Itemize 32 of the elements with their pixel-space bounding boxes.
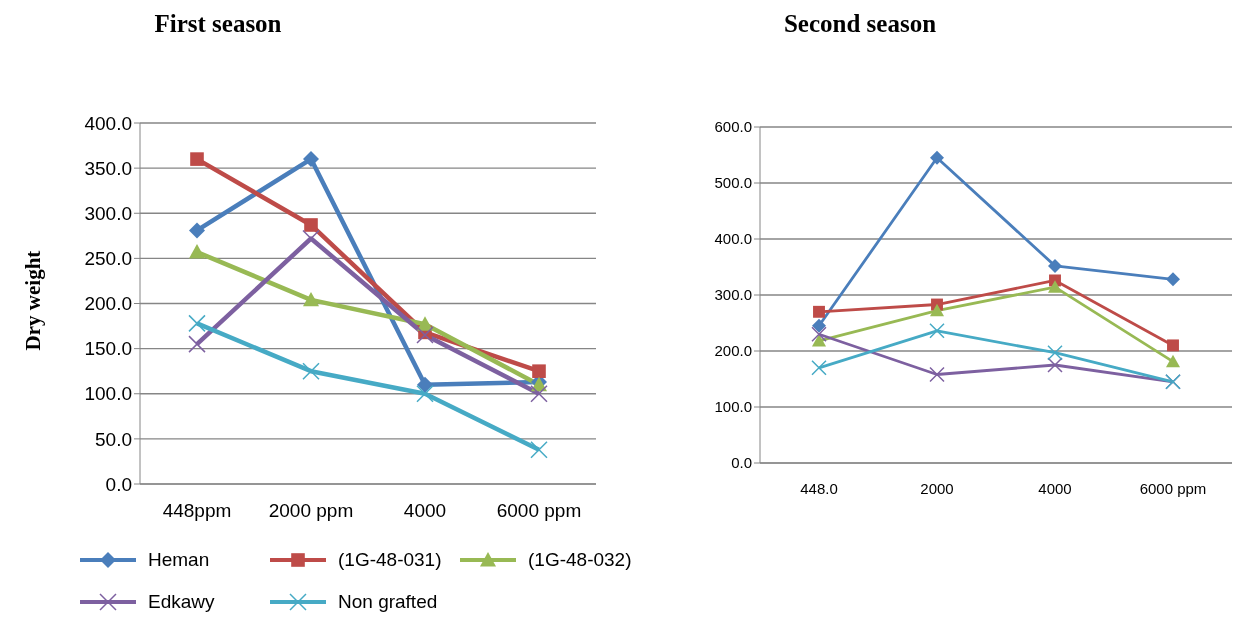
chart-title: Second season [782,10,938,38]
legend-label: Non grafted [338,591,438,613]
y-tick-label: 250.0 [84,248,132,270]
x-tick-label: 6000 ppm [496,500,582,522]
x-tick-label: 448ppm [162,500,232,522]
y-tick-label: 0.0 [731,454,752,472]
legend-label: (1G-48-032) [528,549,632,571]
x-tick-label: 4000 [403,500,447,522]
y-tick-label: 400.0 [84,112,132,134]
legend-label: (1G-48-031) [338,549,442,571]
y-tick-label: 400.0 [714,230,752,248]
y-tick-label: 600.0 [714,118,752,136]
x-tick-label: 6000 ppm [1139,479,1207,497]
y-tick-label: 0.0 [105,473,132,495]
y-tick-label: 100.0 [84,383,132,405]
chart-title: First season [153,10,283,38]
x-tick-label: 2000 [920,479,954,497]
y-tick-label: 100.0 [714,398,752,416]
y-tick-label: 500.0 [714,174,752,192]
y-tick-label: 200.0 [714,342,752,360]
y-tick-label: 350.0 [84,157,132,179]
x-tick-label: 4000 [1038,479,1072,497]
legend-label: Heman [148,549,210,571]
y-tick-label: 50.0 [95,428,132,450]
y-tick-label: 300.0 [84,202,132,224]
legend-label: Edkawy [148,591,215,613]
x-tick-label: 2000 ppm [268,500,354,522]
y-tick-label: 300.0 [714,286,752,304]
y-axis-title: Dry weight [20,249,46,353]
x-tick-label: 448.0 [800,479,838,497]
y-tick-label: 200.0 [84,293,132,315]
y-tick-label: 150.0 [84,338,132,360]
